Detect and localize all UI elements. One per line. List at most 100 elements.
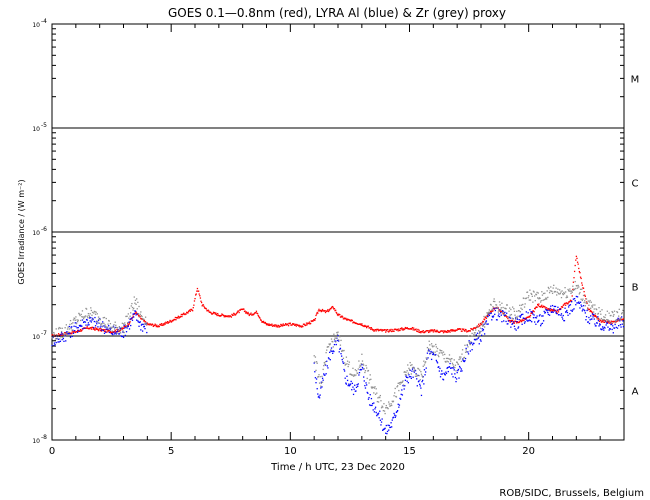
data-point xyxy=(343,318,345,320)
data-point xyxy=(379,396,381,399)
data-point xyxy=(121,328,124,330)
data-point xyxy=(406,370,408,372)
data-point xyxy=(60,330,63,333)
data-point xyxy=(65,324,67,326)
data-point xyxy=(611,310,613,313)
data-point xyxy=(281,324,283,326)
data-point xyxy=(414,375,417,378)
data-point xyxy=(431,345,433,347)
data-point xyxy=(436,330,439,332)
data-point xyxy=(601,328,603,331)
data-point xyxy=(428,340,430,342)
data-point xyxy=(612,332,614,334)
data-point xyxy=(88,314,90,317)
data-point xyxy=(491,308,494,310)
data-point xyxy=(435,346,438,348)
data-point xyxy=(417,331,420,333)
data-point xyxy=(216,314,218,317)
data-point xyxy=(358,360,360,362)
data-point xyxy=(71,329,73,331)
data-point xyxy=(621,313,623,315)
data-point xyxy=(224,315,226,317)
data-point xyxy=(613,310,616,312)
data-point xyxy=(91,311,94,314)
data-point xyxy=(59,340,62,342)
data-point xyxy=(77,329,79,332)
data-point xyxy=(53,331,55,334)
data-point xyxy=(395,411,398,413)
data-point xyxy=(621,312,623,314)
data-point xyxy=(546,290,548,292)
series-1 xyxy=(51,295,625,435)
data-point xyxy=(394,392,396,394)
data-point xyxy=(573,270,576,273)
data-point xyxy=(615,318,617,321)
data-point xyxy=(349,383,352,385)
data-point xyxy=(111,333,113,335)
data-point xyxy=(330,338,333,340)
data-point xyxy=(435,359,438,362)
data-point xyxy=(348,383,350,385)
data-point xyxy=(78,329,80,332)
data-point xyxy=(208,310,210,312)
data-point xyxy=(341,315,343,317)
data-point xyxy=(504,311,506,314)
data-point xyxy=(506,312,508,314)
data-point xyxy=(458,358,460,361)
data-point xyxy=(482,328,485,331)
data-point xyxy=(556,312,558,315)
data-point xyxy=(432,346,434,348)
data-point xyxy=(389,330,391,332)
data-point xyxy=(557,292,560,294)
data-point xyxy=(479,331,481,333)
data-point xyxy=(488,311,490,313)
data-point xyxy=(366,384,368,386)
data-point xyxy=(550,286,552,288)
data-point xyxy=(488,313,490,315)
data-point xyxy=(200,301,203,304)
data-point xyxy=(485,320,488,322)
data-point xyxy=(73,325,75,327)
data-point xyxy=(335,309,337,311)
data-point xyxy=(172,320,174,322)
data-point xyxy=(575,259,577,261)
data-point xyxy=(458,365,461,368)
data-point xyxy=(320,385,322,387)
data-point xyxy=(243,308,245,310)
data-point xyxy=(553,305,555,308)
data-point xyxy=(130,305,132,307)
data-point xyxy=(377,412,380,414)
data-point xyxy=(103,330,106,333)
data-point xyxy=(445,361,447,363)
data-point xyxy=(556,294,558,296)
data-point xyxy=(116,332,118,335)
data-point xyxy=(551,304,554,307)
data-point xyxy=(622,318,625,320)
data-point xyxy=(432,329,434,331)
data-point xyxy=(350,319,352,321)
data-point xyxy=(146,331,148,334)
data-point xyxy=(116,328,118,331)
data-point xyxy=(506,304,508,306)
data-point xyxy=(398,404,401,406)
data-point xyxy=(589,310,591,313)
data-point xyxy=(215,312,217,314)
data-point xyxy=(53,333,56,335)
data-point xyxy=(333,338,336,341)
data-point xyxy=(61,327,63,329)
data-point xyxy=(596,322,598,324)
data-point xyxy=(115,332,117,334)
data-point xyxy=(140,315,143,317)
data-point xyxy=(575,295,578,298)
data-point xyxy=(183,312,185,314)
data-point xyxy=(85,327,88,329)
data-point xyxy=(616,311,619,314)
data-point xyxy=(367,392,369,394)
data-point xyxy=(123,324,125,326)
data-point xyxy=(89,313,91,315)
data-point xyxy=(424,331,427,333)
data-point xyxy=(72,332,75,334)
data-point xyxy=(388,403,390,405)
data-point xyxy=(538,298,540,300)
data-point xyxy=(411,368,414,370)
